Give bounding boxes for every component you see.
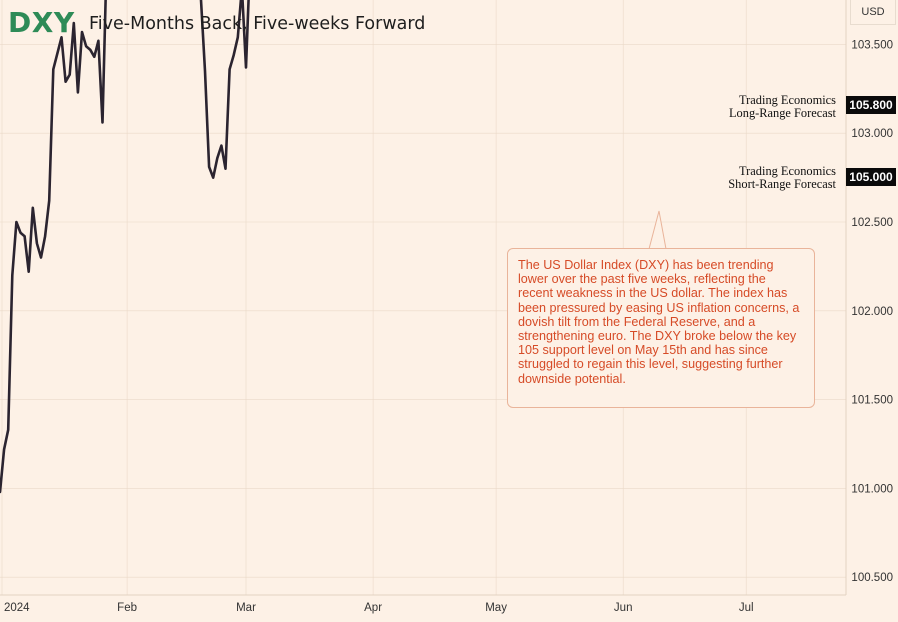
data-point: [245, 66, 247, 69]
data-point: [60, 36, 63, 39]
long-range-forecast-type: Long-Range Forecast: [728, 106, 836, 120]
data-point: [232, 54, 235, 56]
y-tick-label: 101.000: [851, 483, 893, 495]
x-tick-label: Feb: [117, 602, 137, 614]
dxy-data-points: [0, 22, 247, 493]
long-range-forecast-badge: 105.800: [846, 96, 896, 114]
long-range-forecast-label: Trading Economics Long-Range Forecast: [729, 94, 836, 120]
data-point: [64, 80, 67, 83]
y-tick-label: 103.000: [851, 128, 893, 140]
data-point: [27, 270, 30, 273]
short-range-forecast-source: Trading Economics: [739, 164, 836, 178]
data-point: [208, 166, 211, 168]
data-point: [216, 157, 219, 160]
data-point: [224, 167, 227, 170]
long-range-forecast-source: Trading Economics: [739, 93, 836, 107]
x-tick-label: Apr: [364, 602, 382, 614]
y-tick-label: 103.500: [851, 39, 893, 51]
ticker-symbol: DXY: [8, 6, 75, 39]
data-point: [89, 48, 92, 51]
data-point: [68, 73, 71, 76]
data-point: [212, 176, 215, 179]
data-point: [48, 199, 51, 202]
y-axis-ticks: 100.500 101.000 101.500 102.000 102.500 103.0…: [851, 39, 893, 584]
data-point: [0, 491, 1, 493]
short-range-forecast-label: Trading Economics Short-Range Forecast: [728, 165, 836, 191]
x-axis-ticks: 2024 Feb Mar Apr May Jun Jul: [4, 602, 754, 614]
data-point: [31, 206, 34, 209]
data-point: [236, 36, 239, 39]
data-point: [7, 428, 10, 431]
data-point: [3, 448, 5, 451]
data-point: [93, 55, 96, 58]
annotation-text: The US Dollar Index (DXY) has been trend…: [518, 258, 800, 386]
x-tick-label: Jun: [614, 602, 633, 614]
x-tick-label: May: [485, 602, 507, 614]
currency-button[interactable]: USD: [850, 0, 896, 25]
y-tick-label: 102.500: [851, 217, 893, 229]
data-point: [220, 144, 223, 147]
dxy-price-line: [0, 0, 250, 494]
data-point: [77, 91, 79, 94]
x-tick-label: Jul: [739, 602, 754, 614]
data-point: [228, 68, 231, 71]
chart-title: Five-Months Back, Five-weeks Forward: [89, 14, 426, 34]
data-point: [23, 235, 26, 238]
data-point: [40, 256, 42, 259]
y-tick-label: 101.500: [851, 395, 893, 407]
data-point: [72, 22, 75, 24]
data-point: [15, 221, 18, 223]
data-point: [11, 274, 14, 277]
annotation-pointer: [648, 210, 667, 250]
data-point: [56, 52, 59, 55]
y-tick-label: 100.500: [851, 572, 893, 584]
data-point: [81, 31, 83, 33]
data-point: [85, 45, 87, 48]
data-point: [19, 231, 22, 234]
data-point: [44, 235, 46, 238]
x-tick-label: Mar: [236, 602, 256, 614]
x-tick-label: 2024: [4, 602, 30, 614]
short-range-forecast-type: Short-Range Forecast: [728, 177, 836, 191]
annotation-box: The US Dollar Index (DXY) has been trend…: [507, 248, 815, 408]
data-point: [97, 39, 100, 42]
y-tick-label: 102.000: [851, 306, 893, 318]
data-point: [52, 68, 55, 71]
data-point: [101, 121, 104, 124]
short-range-forecast-badge: 105.000: [846, 168, 896, 186]
data-point: [36, 242, 38, 245]
data-point: [204, 70, 206, 72]
